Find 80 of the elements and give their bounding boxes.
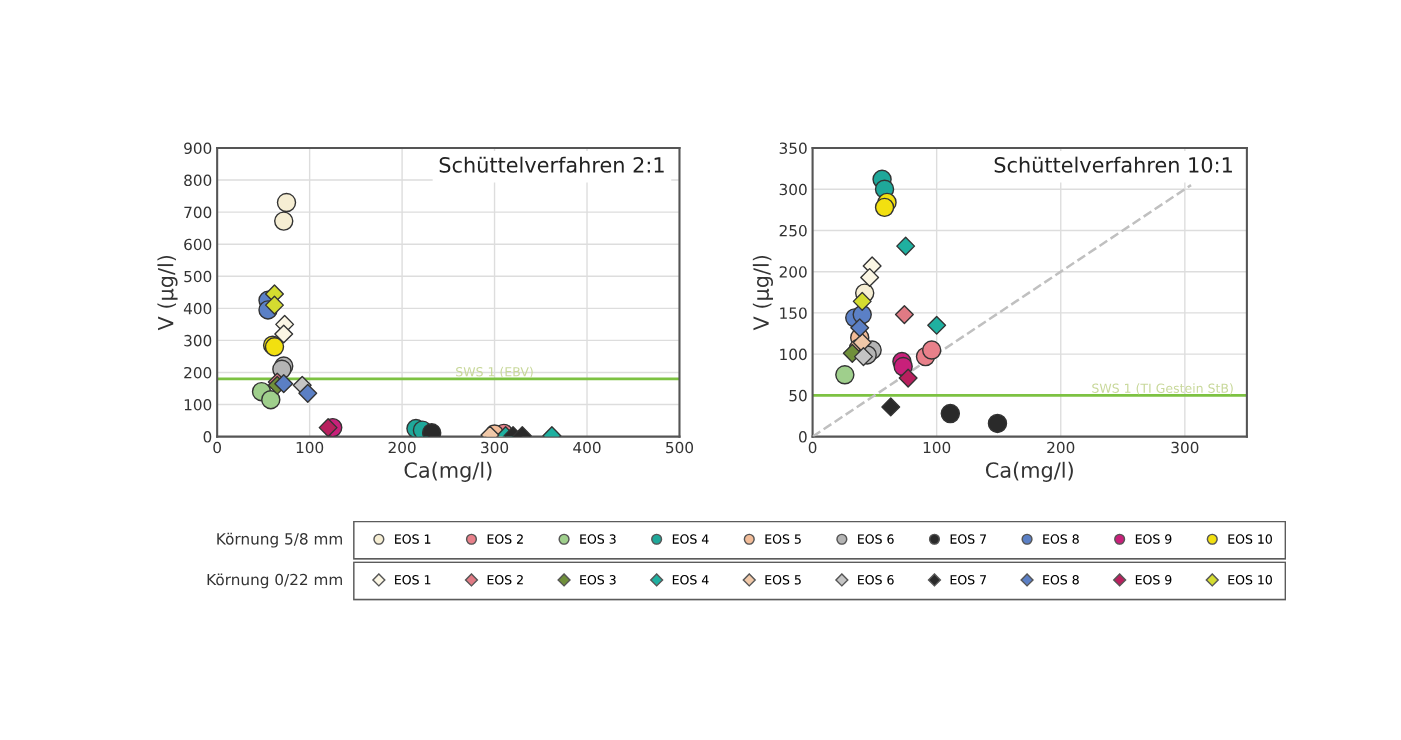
y-tick-label: 500: [184, 270, 212, 283]
point: [940, 403, 961, 424]
legend-label: EOS 7: [950, 534, 986, 544]
x-tick-label: 400: [573, 441, 601, 454]
point: [274, 211, 294, 231]
chart-title: Schüttelverfahren 2:1: [439, 156, 664, 173]
legend-label: EOS 3: [580, 534, 616, 544]
y-tick-label: 800: [184, 174, 212, 187]
legend-label: EOS 2: [487, 575, 523, 585]
text: Körnung 0/22 mm: [207, 573, 342, 589]
legend-label: EOS 6: [858, 534, 894, 544]
legend-label: EOS 1: [395, 534, 431, 544]
x-tick-label: 500: [666, 441, 694, 454]
x-tick-label: 100: [923, 441, 951, 454]
point: [881, 397, 901, 417]
legend-label: EOS 9: [1135, 534, 1172, 544]
ref-line-label: SWS 1 (TI Gestein StB): [1092, 383, 1233, 395]
legend-label: EOS 6: [858, 575, 894, 585]
point: [274, 324, 294, 344]
point: [874, 197, 895, 218]
legend-label: EOS 10: [1228, 534, 1272, 544]
point: [835, 365, 855, 385]
y-tick-label: 200: [184, 366, 212, 379]
chart-title: Schüttelverfahren 10:1: [994, 156, 1232, 173]
y-axis-title: V (µg/l): [157, 255, 178, 331]
legend-label: EOS 2: [487, 534, 523, 544]
legend-label: EOS 10: [1228, 575, 1272, 585]
y-tick-label: 100: [184, 399, 212, 411]
y-tick-label: 900: [184, 142, 212, 155]
legend-label: EOS 5: [765, 575, 801, 585]
x-tick-label: 0: [808, 441, 817, 454]
legend-label: EOS 5: [765, 534, 801, 544]
legend-label: EOS 3: [580, 575, 616, 585]
x-tick-label: 200: [1047, 441, 1075, 454]
y-tick-label: 400: [183, 302, 212, 315]
legend-label: EOS 4: [672, 534, 709, 544]
point: [894, 305, 914, 325]
text: Körnung 5/8 mm: [217, 532, 342, 548]
legend-label: EOS 8: [1043, 575, 1079, 585]
x-axis-title: Ca(mg/l): [404, 461, 492, 482]
point: [852, 291, 872, 311]
y-tick-label: 0: [203, 431, 212, 443]
legend-label: EOS 7: [950, 575, 986, 585]
point: [927, 315, 947, 335]
y-tick-label: 600: [184, 238, 212, 251]
y-axis-title: V (µg/l): [752, 255, 773, 331]
x-tick-label: 0: [213, 441, 221, 454]
point: [852, 333, 872, 353]
point: [860, 267, 880, 287]
x-axis-title: Ca(mg/l): [985, 461, 1073, 482]
x-tick-label: 300: [1171, 441, 1199, 454]
point: [274, 374, 294, 394]
legend-label: EOS 1: [395, 575, 431, 585]
legend-label: EOS 4: [672, 575, 709, 585]
y-tick-label: 350: [779, 142, 807, 155]
point: [898, 368, 918, 388]
x-tick-label: 200: [388, 441, 416, 454]
point: [298, 383, 318, 403]
point: [276, 192, 297, 213]
y-tick-label: 300: [184, 334, 212, 347]
x-tick-label: 100: [296, 441, 324, 454]
point: [261, 390, 281, 410]
x-tick-label: 300: [481, 441, 509, 454]
legend-label: EOS 9: [1135, 575, 1172, 585]
point: [850, 318, 870, 338]
y-tick-label: 0: [799, 431, 807, 443]
point: [264, 295, 285, 315]
point: [318, 418, 338, 437]
ref-line-label: SWS 1 (EBV): [456, 366, 533, 378]
point: [921, 340, 942, 360]
y-tick-label: 50: [789, 389, 807, 402]
y-tick-label: 250: [779, 224, 807, 237]
y-tick-label: 300: [779, 183, 807, 196]
legend-label: EOS 8: [1043, 534, 1079, 544]
y-tick-label: 150: [780, 307, 807, 319]
point: [987, 413, 1008, 434]
y-tick-label: 100: [780, 348, 807, 361]
y-tick-label: 200: [779, 266, 807, 278]
y-tick-label: 700: [184, 206, 212, 219]
point: [896, 236, 916, 256]
